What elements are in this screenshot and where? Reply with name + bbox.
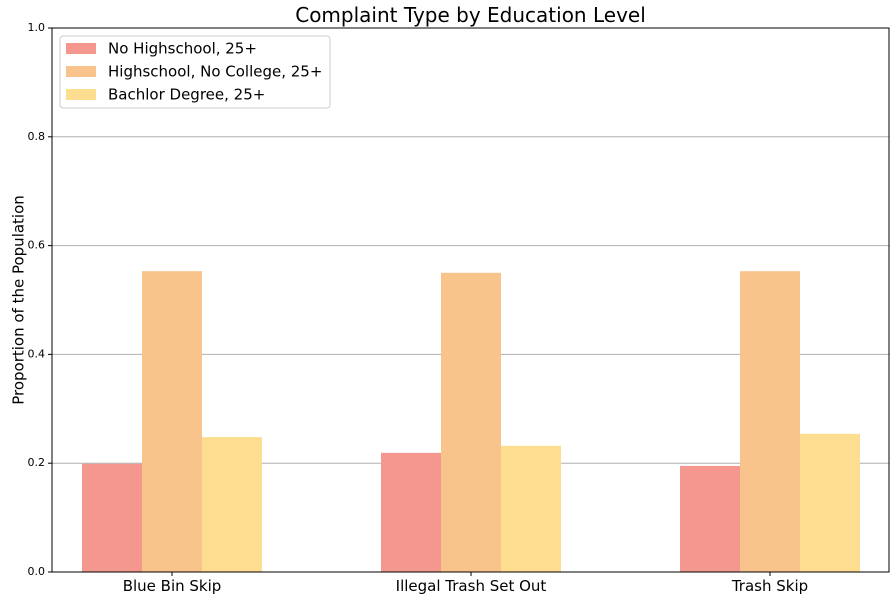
bar [381, 452, 441, 572]
bars [82, 271, 860, 572]
y-tick-label: 0.4 [28, 347, 46, 360]
legend-label: No Highschool, 25+ [108, 40, 257, 58]
bar [142, 271, 202, 572]
bar [441, 272, 501, 572]
y-tick-label: 0.0 [28, 565, 46, 578]
bar [740, 271, 800, 572]
legend-swatch [66, 66, 96, 77]
x-tick-label: Illegal Trash Set Out [396, 577, 547, 595]
y-tick-label: 0.2 [28, 456, 46, 469]
bar [202, 437, 262, 572]
bar [680, 465, 740, 572]
legend-swatch [66, 43, 96, 54]
legend-swatch [66, 89, 96, 100]
chart-title: Complaint Type by Education Level [295, 3, 646, 27]
legend-label: Bachlor Degree, 25+ [108, 86, 265, 104]
x-axis-ticks: Blue Bin Skip Illegal Trash Set Out Trash … [123, 572, 808, 595]
bar [82, 463, 142, 572]
x-tick-label: Trash Skip [731, 577, 808, 595]
y-tick-label: 1.0 [28, 21, 46, 34]
bar [501, 445, 561, 572]
y-axis-ticks: 0.0 0.2 0.4 0.6 0.8 1.0 [28, 21, 52, 578]
legend: No Highschool, 25+ Highschool, No College… [59, 35, 331, 109]
legend-box [59, 35, 331, 109]
y-axis-label: Proportion of the Population [10, 195, 28, 405]
bar [800, 433, 860, 572]
x-tick-label: Blue Bin Skip [123, 577, 222, 595]
y-tick-label: 0.8 [28, 130, 46, 143]
y-tick-label: 0.6 [28, 239, 46, 252]
legend-label: Highschool, No College, 25+ [108, 63, 322, 81]
